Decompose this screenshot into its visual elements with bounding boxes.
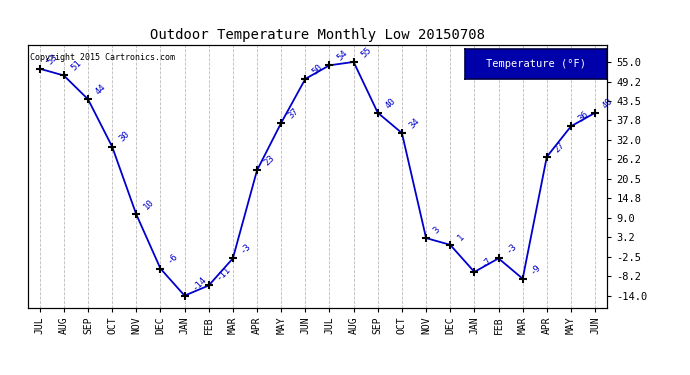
Text: 34: 34 — [408, 116, 422, 130]
Text: 44: 44 — [94, 82, 108, 96]
Text: 27: 27 — [553, 140, 566, 154]
Text: 37: 37 — [287, 106, 301, 120]
Text: 23: 23 — [263, 154, 277, 168]
Title: Outdoor Temperature Monthly Low 20150708: Outdoor Temperature Monthly Low 20150708 — [150, 28, 485, 42]
Text: 50: 50 — [311, 62, 325, 76]
Text: 3: 3 — [432, 225, 442, 235]
Text: -9: -9 — [529, 262, 542, 276]
Text: 40: 40 — [601, 96, 615, 110]
Text: 51: 51 — [70, 59, 83, 73]
Text: 53: 53 — [46, 52, 59, 66]
Text: 10: 10 — [142, 198, 156, 211]
Text: 30: 30 — [118, 130, 132, 144]
Text: 36: 36 — [577, 110, 591, 123]
Text: 55: 55 — [359, 45, 373, 59]
Text: -6: -6 — [166, 252, 180, 266]
Text: -7: -7 — [480, 255, 494, 269]
Text: 1: 1 — [456, 232, 466, 242]
Text: 40: 40 — [384, 96, 397, 110]
Text: -3: -3 — [504, 242, 518, 256]
Text: Copyright 2015 Cartronics.com: Copyright 2015 Cartronics.com — [30, 53, 175, 62]
Text: -3: -3 — [239, 242, 253, 256]
Text: -11: -11 — [215, 265, 232, 283]
Text: -14: -14 — [190, 275, 208, 293]
Text: 54: 54 — [335, 49, 349, 63]
